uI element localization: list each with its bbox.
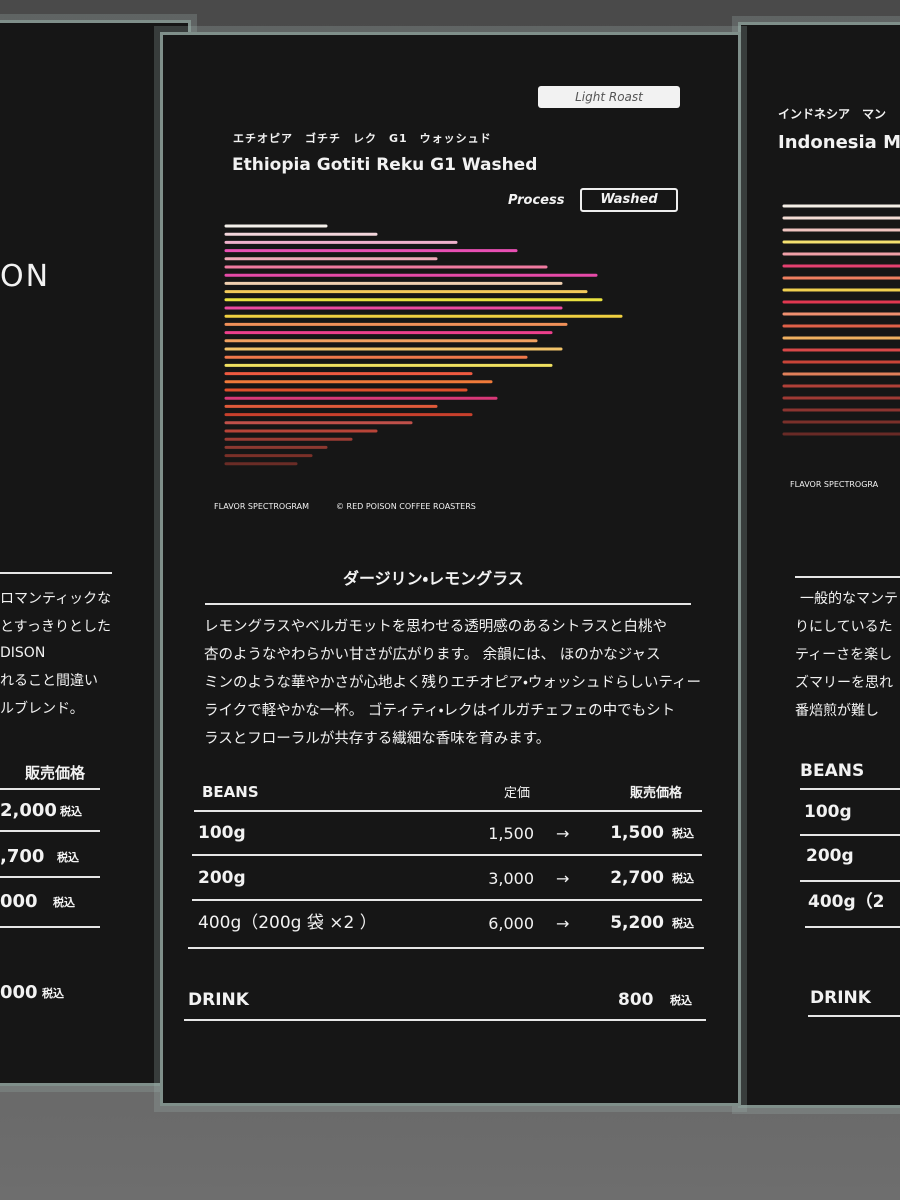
sale-price: 1,500 <box>610 823 664 843</box>
list-price-header: 定価 <box>504 786 531 801</box>
table-rule <box>194 810 702 812</box>
left-tax: 税込 <box>53 896 75 909</box>
table-rule <box>192 899 702 901</box>
size: 200g <box>198 868 246 888</box>
caption: FLAVOR SPECTROGRAM <box>214 502 310 511</box>
table-rule <box>188 947 704 949</box>
right-rule <box>808 1015 900 1017</box>
description-line: ライクで軽やかな一杯。 ゴティティ・レクはイルガチェフェの中でもシト <box>204 703 676 719</box>
left-text: とすっきりとした <box>0 619 112 635</box>
right-size: 200g <box>806 846 854 866</box>
right-size: 100g <box>804 802 852 822</box>
table-rule <box>192 854 702 856</box>
left-rule <box>0 788 100 790</box>
description-line: ラスとフローラルが共存する繊細な香味を育みます。 <box>204 731 551 747</box>
right-kana: インドネシア マン <box>778 107 887 121</box>
left-rule <box>0 830 100 832</box>
left-price: 000 <box>0 982 38 1003</box>
left-rule <box>0 926 100 928</box>
right-text: ズマリーを思れ <box>795 675 893 691</box>
coffee-name: Ethiopia Gotiti Reku G1 Washed <box>232 155 538 175</box>
name-kana: エチオピア ゴチチ レク G1 ウォッシュド <box>233 132 492 145</box>
right-text: りにしているた <box>795 619 893 635</box>
table-rule <box>184 1019 706 1021</box>
right-panel <box>738 22 900 1108</box>
list-price: 3,000 <box>488 869 534 888</box>
right-rule <box>800 880 900 882</box>
caption: © RED POISON COFFEE ROASTERS <box>336 502 476 511</box>
arrow: → <box>556 914 570 933</box>
tax-label: 税込 <box>672 917 694 930</box>
left-text: DISON <box>0 645 46 661</box>
left-text: ルブレンド。 <box>0 701 84 717</box>
left-price: ,700 <box>0 846 45 867</box>
left-text: ロマンティックな <box>0 591 112 607</box>
right-caption: FLAVOR SPECTROGRA <box>790 480 879 489</box>
right-text: 一般的なマンテ <box>800 591 898 607</box>
sale-price-header: 販売価格 <box>630 786 683 801</box>
description-line: レモングラスやベルガモットを思わせる透明感のあるシトラスと白桃や <box>204 619 667 635</box>
description-line: ミンのような華やかさが心地よく残りエチオピア・ウォッシュドらしいティー <box>204 675 702 691</box>
beans-header: BEANS <box>202 783 259 801</box>
left-tax: 税込 <box>57 851 79 864</box>
sale-price: 2,700 <box>610 868 664 888</box>
left-price: 000 <box>0 891 38 912</box>
arrow: → <box>556 869 570 888</box>
right-text: ティーさを楽し <box>795 647 893 663</box>
tax-label: 税込 <box>672 827 694 840</box>
tax-label: 税込 <box>672 872 694 885</box>
title-rule <box>205 603 691 605</box>
left-tax: 税込 <box>60 805 82 818</box>
left-tax: 税込 <box>42 987 64 1000</box>
right-name: Indonesia M <box>778 132 900 153</box>
size: 100g <box>198 823 246 843</box>
left-price: 2,000 <box>0 800 57 821</box>
list-price: 1,500 <box>488 824 534 843</box>
drink-label: DRINK <box>188 990 249 1010</box>
left-rule <box>0 572 112 574</box>
flavor-spectrogram <box>224 224 623 466</box>
tax-label: 税込 <box>670 994 692 1007</box>
description-line: 杏のようなやわらかい甘さが広がります。 余韻には、 ほのかなジャス <box>204 647 661 663</box>
roast-badge: Light Roast <box>538 86 680 108</box>
sale-price: 5,200 <box>610 913 664 933</box>
right-rule <box>795 576 900 578</box>
right-text: 番焙煎が難し <box>795 703 879 719</box>
flavor-title: ダージリン・レモングラス <box>343 569 524 588</box>
left-brand: ON <box>0 259 51 294</box>
left-panel <box>0 20 191 1086</box>
process-value: Washed <box>580 188 678 212</box>
right-spectrogram <box>782 204 900 436</box>
list-price: 6,000 <box>488 914 534 933</box>
right-header: BEANS <box>800 761 865 781</box>
right-rule <box>800 788 900 790</box>
right-rule <box>800 834 900 836</box>
right-size: 400g（2 <box>808 892 885 912</box>
left-rule <box>0 876 100 878</box>
left-header: 販売価格 <box>25 764 86 782</box>
drink-price: 800 <box>618 990 654 1010</box>
left-text: れること間違い <box>0 673 98 689</box>
process-label: Process <box>508 193 565 208</box>
right-drink: DRINK <box>810 988 871 1008</box>
size: 400g（200g 袋 ×2 ） <box>198 913 377 933</box>
right-rule <box>805 926 900 928</box>
arrow: → <box>556 824 570 843</box>
